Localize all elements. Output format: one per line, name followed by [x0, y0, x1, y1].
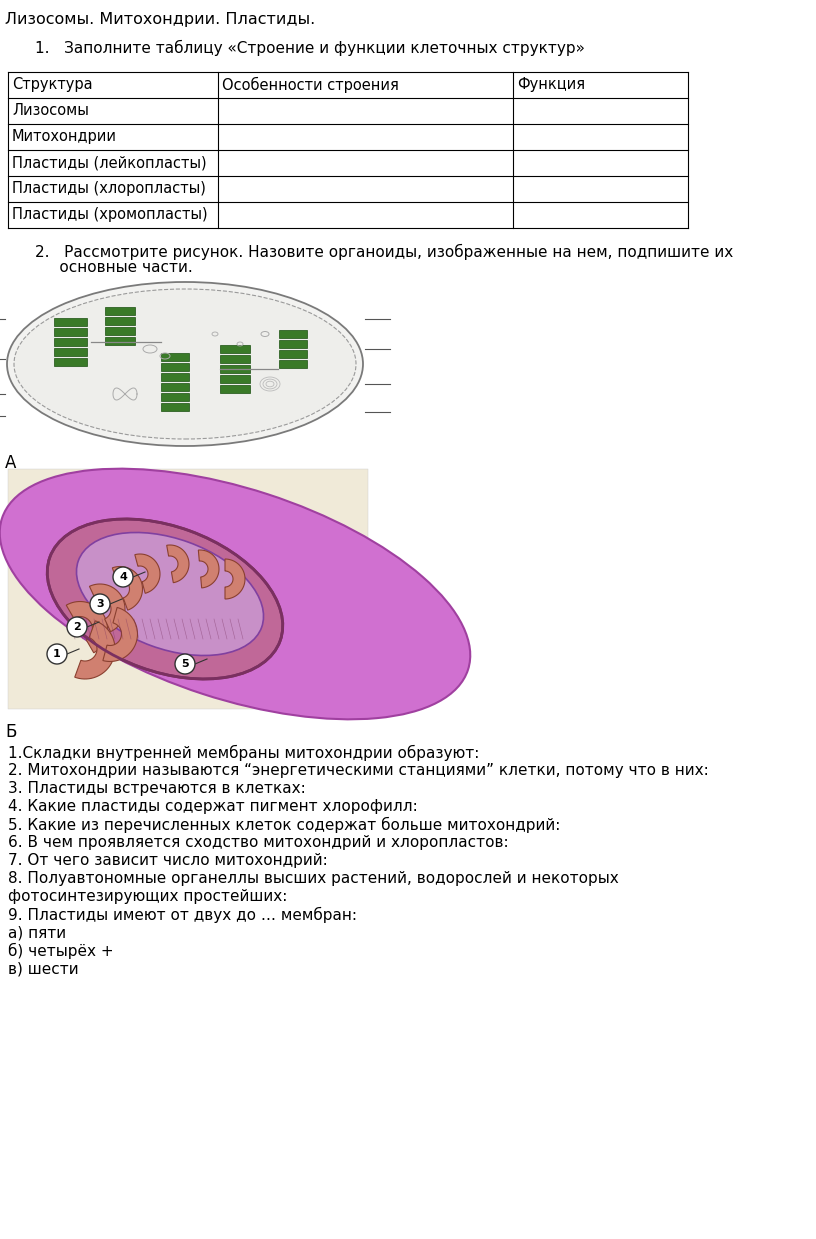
Bar: [161, 363, 189, 370]
Text: 9. Пластиды имеют от двух до … мембран:: 9. Пластиды имеют от двух до … мембран:: [8, 907, 357, 923]
Bar: [105, 327, 135, 335]
Text: 4. Какие пластиды содержат пигмент хлорофилл:: 4. Какие пластиды содержат пигмент хлоро…: [8, 799, 418, 814]
Text: 1: 1: [53, 649, 61, 659]
Text: А: А: [5, 453, 16, 472]
Text: 7. От чего зависит число митохондрий:: 7. От чего зависит число митохондрий:: [8, 852, 328, 869]
Text: Б: Б: [5, 724, 16, 741]
Bar: [220, 385, 250, 393]
Text: 5: 5: [181, 659, 188, 669]
Ellipse shape: [7, 282, 363, 446]
Bar: [161, 403, 189, 411]
Bar: [279, 330, 307, 338]
Bar: [8, 470, 368, 709]
Bar: [220, 375, 250, 383]
Circle shape: [67, 617, 87, 637]
Text: Пластиды (хлоропласты): Пластиды (хлоропласты): [12, 181, 206, 196]
Bar: [279, 339, 307, 348]
Text: 4: 4: [119, 572, 127, 582]
Text: Лизосомы: Лизосомы: [12, 103, 89, 118]
Text: 5. Какие из перечисленных клеток содержат больше митохондрий:: 5. Какие из перечисленных клеток содержа…: [8, 817, 561, 833]
Bar: [161, 373, 189, 382]
Ellipse shape: [14, 289, 356, 439]
Bar: [161, 383, 189, 392]
Bar: [54, 328, 86, 336]
Text: Функция: Функция: [517, 77, 585, 92]
Text: 3. Пластиды встречаются в клетках:: 3. Пластиды встречаются в клетках:: [8, 781, 306, 795]
Text: 3: 3: [96, 598, 104, 610]
Circle shape: [47, 644, 67, 664]
Text: 2: 2: [73, 622, 81, 632]
Bar: [161, 353, 189, 361]
Polygon shape: [103, 607, 137, 662]
Bar: [54, 358, 86, 366]
Text: 1.Складки внутренней мембраны митохондрии образуют:: 1.Складки внутренней мембраны митохондри…: [8, 745, 479, 761]
Text: 6. В чем проявляется сходство митохондрий и хлоропластов:: 6. В чем проявляется сходство митохондри…: [8, 835, 508, 850]
Text: Лизосомы. Митохондрии. Пластиды.: Лизосомы. Митохондрии. Пластиды.: [5, 12, 315, 27]
Bar: [105, 337, 135, 344]
Text: 2.   Рассмотрите рисунок. Назовите органоиды, изображенные на нем, подпишите их: 2. Рассмотрите рисунок. Назовите органои…: [35, 244, 734, 260]
Polygon shape: [166, 545, 189, 582]
Bar: [54, 318, 86, 326]
Circle shape: [90, 593, 110, 615]
Text: фотосинтезирующих простейших:: фотосинтезирующих простейших:: [8, 890, 287, 904]
Polygon shape: [198, 550, 219, 589]
Text: Особенности строения: Особенности строения: [222, 77, 399, 93]
Bar: [161, 393, 189, 401]
Circle shape: [113, 567, 133, 587]
Text: Структура: Структура: [12, 77, 93, 92]
Bar: [105, 307, 135, 315]
Bar: [220, 356, 250, 363]
Text: Пластиды (хромопласты): Пластиды (хромопласты): [12, 207, 207, 222]
Bar: [54, 348, 86, 356]
Polygon shape: [135, 554, 160, 593]
Bar: [279, 349, 307, 358]
Text: 1.   Заполните таблицу «Строение и функции клеточных структур»: 1. Заполните таблицу «Строение и функции…: [35, 40, 585, 56]
Text: 2. Митохондрии называются “энергетическими станциями” клетки, потому что в них:: 2. Митохондрии называются “энергетически…: [8, 763, 709, 778]
Bar: [220, 366, 250, 373]
Bar: [105, 317, 135, 325]
Text: б) четырёх +: б) четырёх +: [8, 943, 113, 959]
Polygon shape: [75, 621, 115, 679]
Text: а) пяти: а) пяти: [8, 926, 66, 940]
Polygon shape: [90, 584, 125, 632]
Bar: [220, 344, 250, 353]
Text: 8. Полуавтономные органеллы высших растений, водорослей и некоторых: 8. Полуавтономные органеллы высших расте…: [8, 871, 619, 886]
Ellipse shape: [0, 468, 470, 720]
Ellipse shape: [77, 533, 264, 655]
Text: основные части.: основные части.: [35, 260, 193, 275]
Polygon shape: [66, 601, 108, 653]
Bar: [54, 338, 86, 346]
Ellipse shape: [47, 519, 283, 679]
Polygon shape: [225, 559, 245, 598]
Text: в) шести: в) шести: [8, 961, 78, 976]
Text: Митохондрии: Митохондрии: [12, 129, 117, 144]
Text: Пластиды (лейкопласты): Пластиды (лейкопласты): [12, 155, 206, 170]
Bar: [279, 361, 307, 368]
Circle shape: [175, 654, 195, 674]
Polygon shape: [113, 566, 143, 610]
